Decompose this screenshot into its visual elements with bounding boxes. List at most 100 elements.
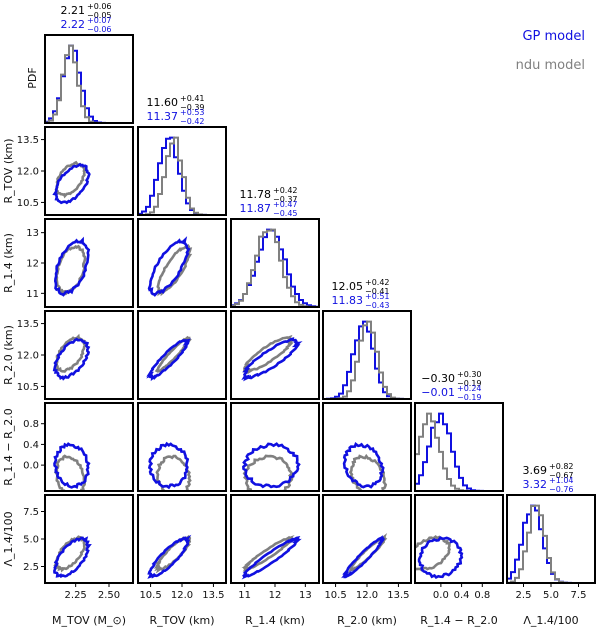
contour-gp-2-0 — [53, 236, 91, 297]
contour-gp-4-2 — [242, 442, 301, 489]
contour-ndu-2-0 — [54, 244, 87, 296]
stat-minus-ndu-r14: −0.37 — [273, 195, 298, 204]
ytick-label-4-0: 0.0 — [23, 461, 39, 472]
xaxis-label-r20: R_2.0 (km) — [337, 614, 397, 627]
contour-ndu-5-2 — [241, 535, 295, 572]
panel-2-1 — [147, 236, 193, 297]
panel-frame-0-0 — [44, 34, 134, 124]
panel-1-1 — [138, 136, 226, 215]
stat-minus-gp-mtov: −0.06 — [87, 25, 112, 34]
panel-frame-3-1 — [137, 310, 227, 400]
stat-minus-ndu-rtov: −0.39 — [180, 103, 205, 112]
panel-frame-4-0 — [44, 402, 134, 492]
panel-0-0 — [45, 44, 133, 123]
xtick-label-3-1: 12.0 — [356, 590, 378, 601]
panel-frame-3-2 — [230, 310, 320, 400]
xtick-label-5-2: 7.5 — [571, 590, 587, 601]
stat-minus-gp-lam: −0.76 — [549, 485, 574, 494]
xtick-label-3-0: 10.5 — [324, 590, 346, 601]
ytick-label-5-1: 5.0 — [23, 535, 39, 546]
pdf-label: PDF — [26, 67, 39, 88]
panel-1-0 — [52, 160, 91, 205]
xtick-label-2-0: 11 — [238, 590, 251, 601]
stat-plus-gp-rtov: +0.53 — [180, 108, 205, 117]
stat-ndu-lam: 3.69 — [523, 464, 548, 477]
xtick-label-1-0: 10.5 — [139, 590, 161, 601]
xaxis-label-dr: R_1.4 − R_2.0 — [420, 614, 497, 627]
stat-gp-dr: −0.01 — [421, 386, 455, 399]
contour-gp-4-0 — [53, 442, 91, 490]
xaxis-label-rtov: R_TOV (km) — [149, 614, 214, 627]
hist-ndu-r20 — [323, 320, 411, 399]
panel-frame-1-1 — [137, 126, 227, 216]
stat-minus-ndu-lam: −0.67 — [549, 471, 574, 480]
hist-ndu-mtov — [45, 44, 133, 123]
contour-ndu-2-1 — [156, 243, 193, 297]
panel-frame-5-3 — [322, 494, 412, 584]
contour-ndu-4-1 — [155, 454, 192, 491]
ytick-label-2-2: 13 — [26, 228, 39, 239]
ytick-label-2-1: 12 — [26, 259, 39, 270]
stat-minus-ndu-mtov: −0.05 — [87, 11, 112, 20]
contour-gp-3-1 — [146, 338, 191, 382]
hist-ndu-dr — [415, 412, 503, 491]
panel-5-2 — [241, 535, 302, 580]
contour-gp-5-4 — [417, 536, 464, 580]
stat-ndu-dr: −0.30 — [421, 372, 455, 385]
hist-gp-r20 — [323, 320, 411, 399]
ytick-label-5-0: 2.5 — [23, 562, 39, 573]
xtick-label-5-1: 5.0 — [543, 590, 559, 601]
xtick-label-2-1: 12 — [269, 590, 282, 601]
panel-frame-2-2 — [230, 218, 320, 308]
xtick-label-0-0: 2.25 — [65, 590, 87, 601]
yaxis-label-rtov: R_TOV (km) — [2, 138, 15, 203]
legend-ndu: ndu model — [516, 58, 585, 73]
stat-gp-r14: 11.87 — [240, 202, 272, 215]
panel-5-4 — [415, 535, 464, 580]
panel-5-1 — [147, 534, 192, 579]
ytick-label-1-2: 13.5 — [17, 135, 39, 146]
stat-plus-ndu-dr: +0.30 — [457, 370, 482, 379]
xtick-label-4-1: 0.4 — [454, 590, 470, 601]
hist-gp-dr — [415, 412, 503, 491]
ytick-label-4-2: 0.8 — [23, 419, 39, 430]
contour-ndu-4-3 — [348, 453, 388, 491]
panel-4-3 — [342, 442, 388, 491]
ytick-label-4-1: 0.4 — [23, 440, 39, 451]
panel-4-2 — [242, 442, 301, 491]
contour-gp-4-3 — [342, 442, 385, 489]
xtick-label-4-2: 0.8 — [474, 590, 490, 601]
panel-5-5 — [507, 504, 595, 583]
panel-4-1 — [147, 441, 192, 491]
hist-ndu-lam — [507, 504, 595, 583]
yaxis-label-r14: R_1.4 (km) — [2, 233, 15, 293]
stat-minus-ndu-dr: −0.19 — [457, 379, 482, 388]
yaxis-label-r20: R_2.0 (km) — [2, 325, 15, 385]
stat-ndu-rtov: 11.60 — [147, 96, 179, 109]
ytick-label-3-1: 12.0 — [17, 351, 39, 362]
xaxis-label-mtov: M_TOV (M_⊙) — [52, 614, 126, 627]
hist-ndu-r14 — [231, 228, 319, 307]
stat-minus-ndu-r20: −0.41 — [365, 287, 390, 296]
panel-4-4 — [415, 412, 503, 491]
stat-plus-gp-r14: +0.47 — [273, 200, 298, 209]
panel-4-0 — [53, 442, 91, 491]
contour-gp-1-0 — [52, 162, 91, 205]
xaxis-label-r14: R_1.4 (km) — [245, 614, 305, 627]
stat-plus-ndu-r14: +0.42 — [273, 186, 298, 195]
contour-gp-5-0 — [53, 536, 92, 579]
xtick-label-1-2: 13.5 — [202, 590, 224, 601]
stat-gp-lam: 3.32 — [523, 478, 548, 491]
legend: GP model ndu model — [516, 29, 585, 73]
stat-minus-gp-r14: −0.45 — [273, 209, 298, 218]
xtick-label-5-0: 2.5 — [516, 590, 532, 601]
panel-frame-4-1 — [137, 402, 227, 492]
panel-3-3 — [323, 320, 411, 399]
xtick-label-3-2: 13.5 — [387, 590, 409, 601]
yaxis-label-lam: Λ_1.4/100 — [2, 511, 15, 566]
stat-minus-gp-dr: −0.19 — [457, 393, 482, 402]
panel-5-3 — [341, 533, 388, 579]
ytick-label-3-0: 10.5 — [17, 382, 39, 393]
contour-gp-3-0 — [52, 337, 91, 381]
